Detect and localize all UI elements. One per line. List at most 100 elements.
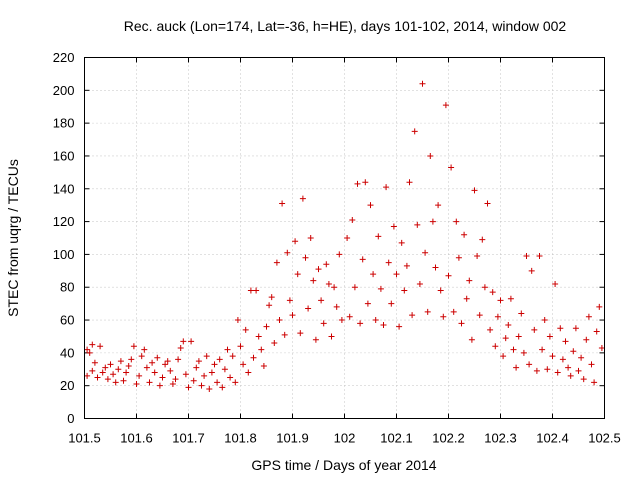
data-point — [107, 361, 114, 368]
data-point — [424, 308, 431, 315]
data-point — [562, 338, 569, 345]
x-tick-label: 102.5 — [588, 431, 621, 446]
data-point — [263, 323, 270, 330]
data-point — [328, 333, 335, 340]
data-point — [367, 202, 374, 209]
data-point — [536, 253, 543, 260]
data-point — [557, 325, 564, 332]
data-point — [448, 164, 455, 171]
data-point — [175, 356, 182, 363]
data-point — [453, 218, 460, 225]
data-point — [416, 280, 423, 287]
data-point — [500, 353, 507, 360]
data-point — [185, 384, 192, 391]
data-point — [99, 369, 106, 376]
y-tick-label: 40 — [60, 345, 74, 360]
data-point — [97, 343, 104, 350]
data-point — [302, 254, 309, 261]
data-point — [435, 202, 442, 209]
data-point — [515, 333, 522, 340]
y-tick-label: 20 — [60, 378, 74, 393]
data-point — [112, 379, 119, 386]
data-point — [115, 366, 122, 373]
data-point — [572, 325, 579, 332]
x-tick-label: 102.1 — [380, 431, 413, 446]
data-point — [559, 356, 566, 363]
data-point — [258, 346, 265, 353]
data-point — [531, 326, 538, 333]
data-point — [331, 284, 338, 291]
data-point — [299, 195, 306, 202]
data-point — [208, 369, 215, 376]
data-point — [245, 369, 252, 376]
x-tick-label: 101.5 — [68, 431, 101, 446]
x-tick-label: 102.2 — [432, 431, 465, 446]
x-tick-label: 101.6 — [120, 431, 153, 446]
data-point — [214, 379, 221, 386]
data-point — [133, 381, 140, 388]
data-point — [284, 249, 291, 256]
data-point — [476, 312, 483, 319]
data-point — [518, 310, 525, 317]
data-point — [445, 272, 452, 279]
data-point — [554, 369, 561, 376]
data-point — [349, 216, 356, 223]
data-point — [427, 152, 434, 159]
y-tick-label: 220 — [53, 50, 75, 65]
data-point — [578, 354, 585, 361]
data-point — [180, 338, 187, 345]
data-point — [489, 289, 496, 296]
data-point — [390, 223, 397, 230]
data-point — [380, 321, 387, 328]
data-point — [398, 239, 405, 246]
data-point — [336, 251, 343, 258]
data-point — [598, 344, 605, 351]
data-point — [193, 364, 200, 371]
data-point — [110, 371, 117, 378]
data-point — [279, 200, 286, 207]
data-point — [154, 354, 161, 361]
data-point — [141, 346, 148, 353]
data-point — [333, 303, 340, 310]
data-point — [198, 382, 205, 389]
data-point — [567, 372, 574, 379]
x-tick-label: 102 — [334, 431, 356, 446]
data-point — [463, 295, 470, 302]
data-point — [497, 297, 504, 304]
data-point — [507, 295, 514, 302]
data-point — [94, 374, 101, 381]
data-point — [409, 312, 416, 319]
data-point — [89, 367, 96, 374]
data-point — [276, 317, 283, 324]
data-point — [146, 379, 153, 386]
data-point — [351, 284, 358, 291]
data-point — [201, 372, 208, 379]
data-point — [541, 317, 548, 324]
data-point — [203, 353, 210, 360]
data-point — [437, 287, 444, 294]
data-point — [549, 353, 556, 360]
data-point — [221, 366, 228, 373]
data-point — [461, 231, 468, 238]
data-point — [471, 187, 478, 194]
data-point — [323, 261, 330, 268]
data-point — [502, 335, 509, 342]
data-point — [375, 233, 382, 240]
x-tick-labels: 101.5 101.6 101.7 101.8 101.9 102 102.1 102.2 10… — [68, 431, 621, 446]
data-point — [383, 184, 390, 191]
y-tick-label: 100 — [53, 247, 75, 262]
data-point — [468, 336, 475, 343]
data-point — [151, 369, 158, 376]
data-point — [86, 349, 93, 356]
data-point — [310, 277, 317, 284]
data-point — [216, 356, 223, 363]
data-point — [169, 381, 176, 388]
data-point — [552, 280, 559, 287]
data-point — [422, 249, 429, 256]
data-point — [315, 266, 322, 273]
y-tick-label: 140 — [53, 181, 75, 196]
data-point — [136, 372, 143, 379]
x-tick-label: 102.3 — [484, 431, 517, 446]
data-point — [312, 336, 319, 343]
data-point — [232, 379, 239, 386]
